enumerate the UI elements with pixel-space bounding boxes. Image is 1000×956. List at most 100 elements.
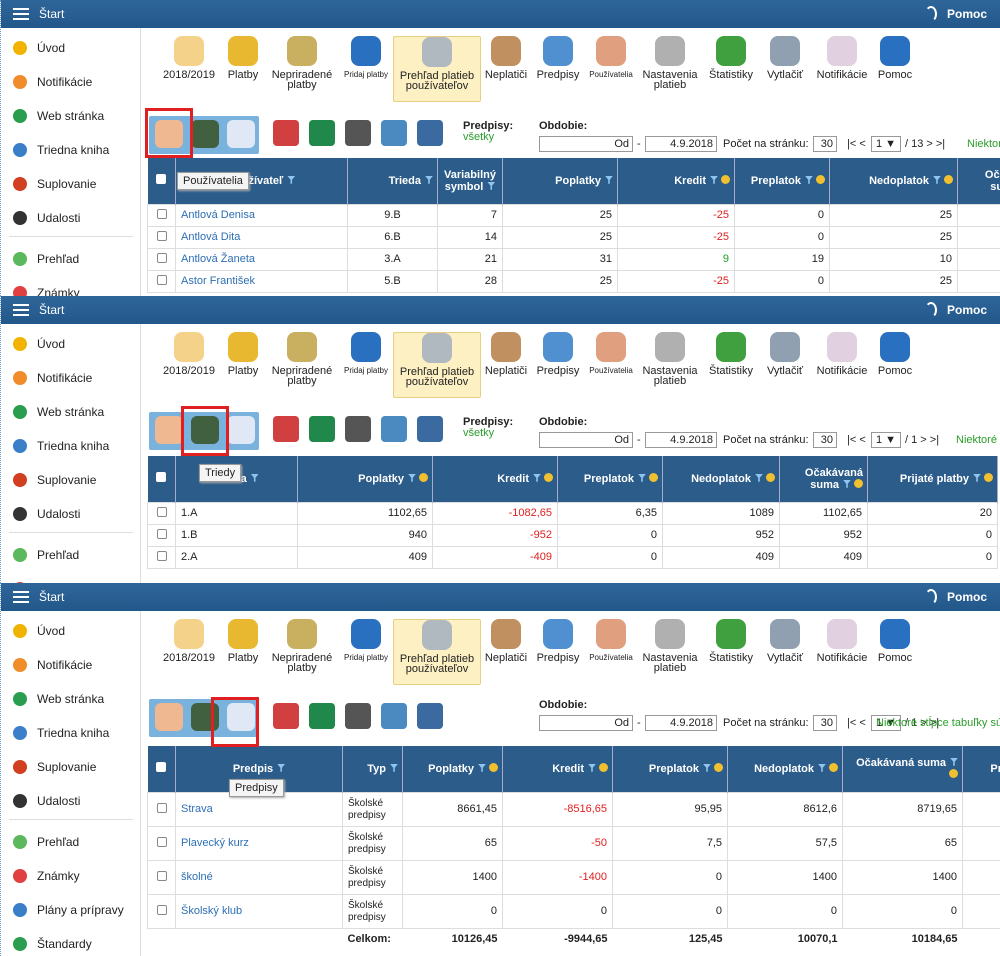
help-icon[interactable] bbox=[944, 174, 953, 184]
toolbar-button[interactable]: Pridaj platby bbox=[339, 36, 393, 102]
action-icon[interactable] bbox=[345, 120, 371, 146]
toolbar-button[interactable]: Štatistiky bbox=[703, 619, 759, 685]
view-icon[interactable] bbox=[155, 120, 183, 148]
toolbar-button[interactable]: 2018/2019 bbox=[157, 36, 221, 102]
sidebar-item[interactable]: Známky bbox=[13, 866, 80, 886]
toolbar-button[interactable]: Používatelia bbox=[585, 332, 637, 398]
toolbar-button[interactable]: Vytlačiť bbox=[759, 36, 811, 102]
help-icon[interactable] bbox=[829, 762, 838, 772]
help-icon[interactable] bbox=[949, 768, 958, 778]
date-from-input[interactable]: Od bbox=[539, 136, 633, 152]
toolbar-button[interactable]: Nastavenia platieb bbox=[637, 332, 703, 398]
toolbar-button[interactable]: Notifikácie bbox=[811, 36, 873, 102]
filter-icon[interactable] bbox=[487, 181, 496, 190]
sidebar-item[interactable]: Štandardy bbox=[13, 934, 92, 954]
action-icon[interactable] bbox=[309, 703, 335, 729]
filter-icon[interactable] bbox=[818, 763, 826, 772]
filter-icon[interactable] bbox=[478, 763, 486, 772]
sidebar-item[interactable]: Notifikácie bbox=[13, 368, 92, 388]
menu-icon[interactable] bbox=[13, 591, 29, 603]
toolbar-button[interactable]: Platby bbox=[221, 332, 265, 398]
help-link[interactable]: Pomoc bbox=[946, 590, 987, 604]
checkbox[interactable] bbox=[156, 174, 167, 185]
action-icon[interactable] bbox=[273, 120, 299, 146]
sidebar-item[interactable]: Prehľad bbox=[13, 545, 79, 565]
menu-label[interactable]: Štart bbox=[39, 590, 65, 604]
row-link[interactable]: Antlová Dita bbox=[181, 231, 241, 243]
row-link[interactable]: Školský klub bbox=[181, 905, 243, 917]
filter-icon[interactable] bbox=[973, 473, 981, 482]
sidebar-item[interactable]: Úvod bbox=[13, 621, 65, 641]
checkbox[interactable] bbox=[156, 274, 167, 285]
help-icon[interactable] bbox=[984, 472, 993, 482]
sidebar-item[interactable]: Udalosti bbox=[13, 208, 80, 228]
per-page-input[interactable]: 30 bbox=[813, 715, 837, 731]
help-icon[interactable] bbox=[599, 762, 608, 772]
filter-icon[interactable] bbox=[703, 763, 711, 772]
pager-first[interactable]: |< < bbox=[847, 717, 866, 729]
filter-icon[interactable] bbox=[408, 473, 416, 482]
view-icon[interactable] bbox=[155, 703, 183, 731]
toolbar-button[interactable]: Nepriradené platby bbox=[265, 36, 339, 102]
sidebar-item[interactable]: Triedna kniha bbox=[13, 140, 109, 160]
toolbar-button[interactable]: 2018/2019 bbox=[157, 332, 221, 398]
toolbar-button[interactable]: Pridaj platby bbox=[339, 332, 393, 398]
view-icon[interactable] bbox=[227, 416, 255, 444]
sidebar-item[interactable]: Suplovanie bbox=[13, 174, 96, 194]
toolbar-button[interactable]: Pomoc bbox=[873, 332, 917, 398]
filter-icon[interactable] bbox=[287, 175, 296, 184]
action-icon[interactable] bbox=[309, 416, 335, 442]
toolbar-button[interactable]: Platby bbox=[221, 36, 265, 102]
row-link[interactable]: Antlová Denisa bbox=[181, 209, 255, 221]
toolbar-button[interactable]: Predpisy bbox=[531, 619, 585, 685]
filter-icon[interactable] bbox=[843, 479, 851, 488]
filter-icon[interactable] bbox=[390, 763, 398, 772]
action-icon[interactable] bbox=[345, 416, 371, 442]
toolbar-button[interactable]: Neplatiči bbox=[481, 36, 531, 102]
action-icon[interactable] bbox=[381, 120, 407, 146]
checkbox[interactable] bbox=[156, 904, 167, 915]
page-select[interactable]: 1 ▼ bbox=[871, 432, 901, 448]
checkbox[interactable] bbox=[156, 550, 167, 561]
checkbox[interactable] bbox=[156, 802, 167, 813]
filter-value[interactable]: všetky bbox=[463, 131, 495, 143]
sidebar-item[interactable]: Triedna kniha bbox=[13, 436, 109, 456]
sidebar-item[interactable]: Notifikácie bbox=[13, 655, 92, 675]
checkbox[interactable] bbox=[156, 472, 167, 483]
help-icon[interactable] bbox=[544, 472, 553, 482]
sidebar-item[interactable]: Plány a prípravy bbox=[13, 900, 124, 920]
toolbar-button[interactable]: Predpisy bbox=[531, 332, 585, 398]
pager-first[interactable]: |< < bbox=[847, 434, 866, 446]
menu-icon[interactable] bbox=[13, 304, 29, 316]
sidebar-item[interactable]: Web stránka bbox=[13, 689, 104, 709]
columns-note[interactable]: Niektoré stĺpce tabuľky sú bbox=[967, 138, 1000, 150]
filter-icon[interactable] bbox=[638, 473, 646, 482]
action-icon[interactable] bbox=[345, 703, 371, 729]
toolbar-button[interactable]: Neplatiči bbox=[481, 619, 531, 685]
view-icon[interactable] bbox=[227, 703, 255, 731]
filter-icon[interactable] bbox=[533, 473, 541, 482]
view-icon[interactable] bbox=[191, 120, 219, 148]
menu-label[interactable]: Štart bbox=[39, 7, 65, 21]
help-icon[interactable] bbox=[816, 174, 825, 184]
toolbar-button[interactable]: Štatistiky bbox=[703, 332, 759, 398]
checkbox[interactable] bbox=[156, 230, 167, 241]
date-from-input[interactable]: Od bbox=[539, 715, 633, 731]
toolbar-button[interactable]: Nepriradené platby bbox=[265, 332, 339, 398]
sidebar-item[interactable]: Notifikácie bbox=[13, 72, 92, 92]
filter-value[interactable]: všetky bbox=[463, 427, 495, 439]
sidebar-item[interactable]: Známky bbox=[13, 579, 80, 583]
toolbar-button[interactable]: Nastavenia platieb bbox=[637, 619, 703, 685]
help-icon[interactable] bbox=[721, 174, 730, 184]
sidebar-item[interactable]: Triedna kniha bbox=[13, 723, 109, 743]
action-icon[interactable] bbox=[381, 703, 407, 729]
columns-note[interactable]: Niektoré stĺpce tabuľky sú bbox=[876, 717, 1000, 729]
toolbar-button[interactable]: Nastavenia platieb bbox=[637, 36, 703, 102]
columns-note[interactable]: Niektoré stĺpce tabuľky sú bbox=[956, 434, 1000, 446]
help-icon[interactable] bbox=[714, 762, 723, 772]
toolbar-button[interactable]: Notifikácie bbox=[811, 619, 873, 685]
toolbar-button[interactable]: Notifikácie bbox=[811, 332, 873, 398]
menu-icon[interactable] bbox=[13, 8, 29, 20]
date-to-input[interactable]: 4.9.2018 bbox=[645, 715, 717, 731]
pager-first[interactable]: |< < bbox=[847, 138, 866, 150]
